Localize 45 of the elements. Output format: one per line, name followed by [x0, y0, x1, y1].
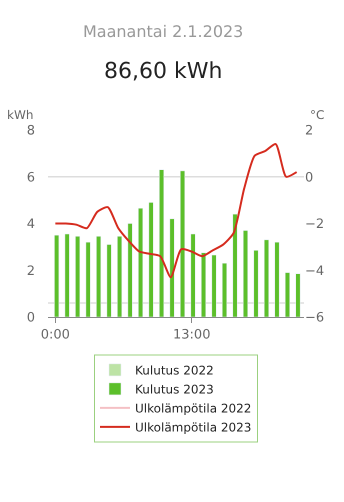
bar	[86, 242, 91, 317]
line-series	[54, 143, 298, 278]
y-axis-title: kWh	[7, 108, 34, 122]
bar	[201, 252, 206, 317]
x-tick-label: 0:00	[40, 328, 70, 343]
x-tick-label: 13:00	[173, 328, 210, 343]
chart-title: Maanantai 2.1.2023	[83, 22, 244, 41]
bar	[232, 214, 238, 317]
y-tick-label: 6	[26, 170, 35, 186]
y2-tick-label: 0	[305, 170, 314, 186]
bar	[243, 230, 248, 317]
bar	[64, 234, 70, 317]
bar	[274, 242, 280, 317]
bar	[54, 234, 60, 317]
bar	[285, 272, 290, 317]
bar	[117, 236, 122, 317]
y-tick-label: 8	[26, 124, 35, 139]
bar	[148, 202, 154, 317]
bar	[128, 223, 133, 317]
bar	[170, 218, 175, 317]
legend-label: Ulkolämpötila 2023	[135, 420, 252, 435]
bar	[75, 236, 80, 317]
bar	[159, 169, 164, 317]
bar	[222, 262, 227, 317]
bar	[254, 250, 258, 317]
y2-tick-label: 2	[305, 124, 314, 139]
y-tick-label: 0	[26, 310, 35, 326]
bar	[106, 244, 112, 317]
bar	[96, 236, 102, 317]
bar	[190, 234, 196, 317]
y-tick-label: 4	[26, 217, 35, 232]
y-tick-label: 2	[26, 264, 35, 279]
bar	[296, 274, 300, 317]
bar	[264, 240, 269, 317]
legend-label: Kulutus 2023	[135, 382, 214, 397]
legend-label: Kulutus 2022	[135, 364, 214, 378]
bar	[180, 170, 186, 317]
y2-tick-label: −6	[305, 310, 324, 326]
y2-tick-label: −4	[305, 264, 324, 279]
bar	[138, 208, 144, 317]
bar	[212, 254, 216, 317]
chart-subtitle: 86,60 kWh	[104, 59, 222, 84]
legend-label: Ulkolämpötila 2022	[135, 402, 252, 416]
y2-axis-title: °C	[310, 108, 324, 122]
y2-tick-label: −2	[305, 217, 324, 232]
